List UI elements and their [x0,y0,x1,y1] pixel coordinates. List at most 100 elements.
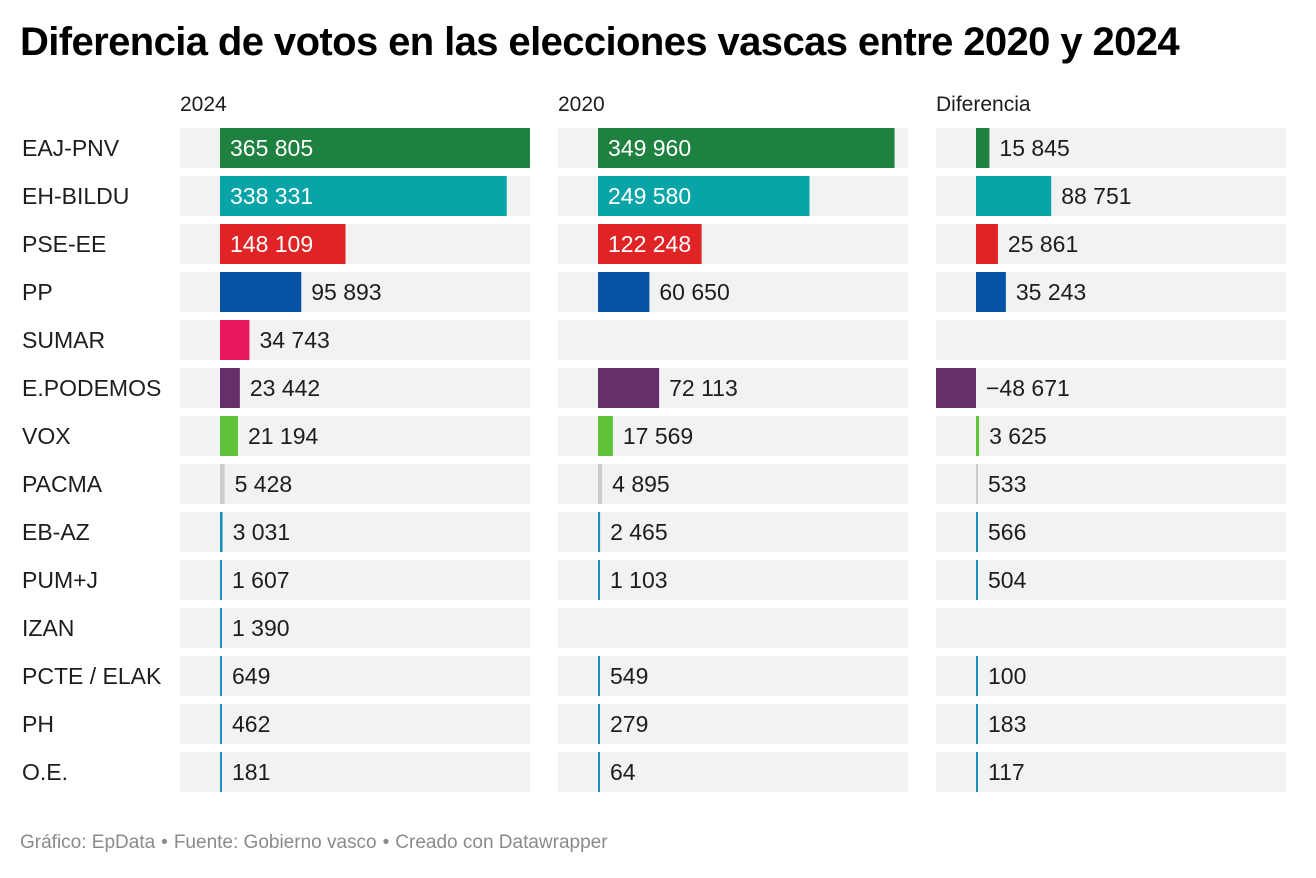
row-background [558,752,908,792]
data-bar [976,560,978,600]
panel-header: 2024 [180,93,227,116]
data-label: 21 194 [248,423,319,449]
data-label: 1 103 [610,567,668,593]
row-background [936,320,1286,360]
row-background [936,128,1286,168]
row-background [180,752,530,792]
row-background [936,512,1286,552]
party-label: VOX [22,423,71,449]
data-label: 3 031 [233,519,291,545]
data-bar [976,752,978,792]
party-label: EB-AZ [22,519,90,545]
data-label: 5 428 [235,471,293,497]
data-bar [598,512,601,552]
data-bar [220,752,222,792]
data-label: 1 390 [232,615,290,641]
data-label: 95 893 [311,279,381,305]
row-background [180,608,530,648]
data-label: 23 442 [250,375,320,401]
footer-source: Fuente: Gobierno vasco [173,832,377,853]
row-background [558,512,908,552]
data-label: 35 243 [1016,279,1086,305]
data-bar [598,704,600,744]
data-bar [220,176,507,216]
footer-tool: Creado con Datawrapper [395,832,608,853]
row-background [180,416,530,456]
data-label: 122 248 [608,231,691,257]
data-bar [220,320,250,360]
data-label: 60 650 [659,279,729,305]
data-label: 4 895 [612,471,670,497]
data-label: 88 751 [1061,183,1131,209]
chart-footer: Gráfico: EpData • Fuente: Gobierno vasco • C… [20,832,608,854]
data-bar [976,176,1052,216]
data-label: 72 113 [669,375,738,401]
data-label: 1 607 [232,567,290,593]
data-bar [220,560,222,600]
data-bar [220,224,346,264]
data-bar [220,704,222,744]
data-bar [598,224,702,264]
party-label: IZAN [22,615,74,641]
chart-title: Diferencia de votos en las elecciones va… [20,20,1180,64]
bar-chart: 2024 2020 Diferencia EAJ-PNV 365 805 349 960 1… [22,93,1286,792]
data-bar [598,464,603,504]
row-background [558,656,908,696]
data-bar [220,656,222,696]
footer-separator: • [161,832,168,853]
data-label: 117 [988,759,1025,785]
party-label: PUM+J [22,567,98,593]
row-background [558,704,908,744]
data-bar [976,512,978,552]
data-bar [976,224,998,264]
data-label: 338 331 [230,183,313,209]
data-label: 148 109 [230,231,313,257]
footer-credit: Gráfico: EpData [20,832,156,853]
party-label: PACMA [22,471,103,497]
data-bar [598,752,600,792]
data-label: 2 465 [610,519,668,545]
footer-separator: • [382,832,390,853]
data-label: 249 580 [608,183,691,209]
party-label: PSE-EE [22,231,106,257]
data-bar [220,272,302,312]
data-label: 34 743 [259,327,329,353]
data-label: 3 625 [989,423,1047,449]
data-label: 17 569 [623,423,693,449]
party-label: EAJ-PNV [22,135,120,161]
data-label: 183 [988,711,1026,737]
data-label: −48 671 [986,375,1070,401]
data-bar [976,128,990,168]
row-background [936,560,1286,600]
data-label: 279 [610,711,648,737]
panel-header: Diferencia [936,93,1031,116]
data-label: 181 [232,759,270,785]
data-bar [976,464,978,504]
party-label: O.E. [22,759,68,785]
data-label: 365 805 [230,135,313,161]
data-label: 566 [988,519,1026,545]
row-background [936,464,1286,504]
data-label: 504 [988,567,1027,593]
data-bar [936,368,976,408]
data-bar [598,176,810,216]
data-bar [220,416,238,456]
data-label: 549 [610,663,648,689]
data-bar [598,656,600,696]
party-label: SUMAR [22,327,105,353]
data-label: 25 861 [1008,231,1078,257]
row-background [180,464,530,504]
data-label: 100 [988,663,1026,689]
data-bar [976,416,980,456]
party-label: PP [22,279,53,305]
data-label: 649 [232,663,270,689]
data-label: 462 [232,711,270,737]
data-bar [220,608,222,648]
data-label: 15 845 [999,135,1069,161]
data-bar [598,368,660,408]
row-background [180,560,530,600]
data-bar [598,560,600,600]
party-label: PCTE / ELAK [22,663,162,689]
row-background [936,752,1286,792]
row-background [180,656,530,696]
